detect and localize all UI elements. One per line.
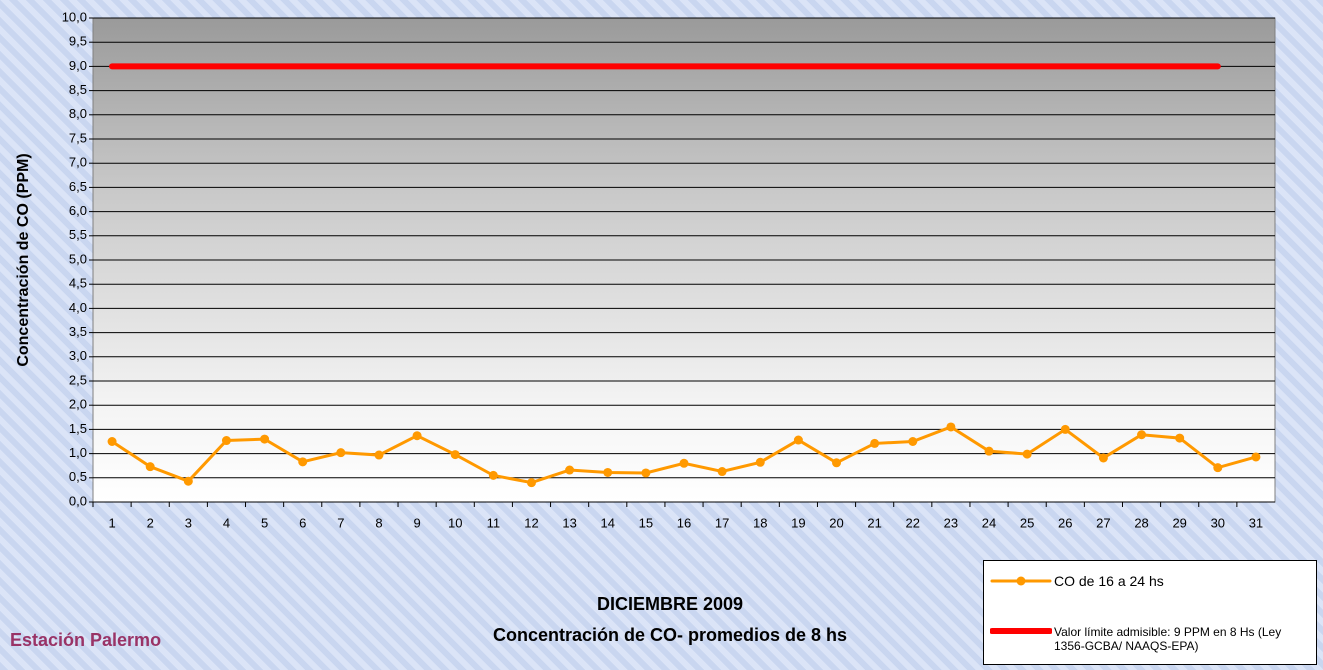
data-point [641,468,650,477]
legend-label: CO de 16 a 24 hs [1054,573,1164,589]
x-tick-label: 23 [944,515,958,530]
data-point [413,431,422,440]
y-tick-label: 1,5 [69,421,87,436]
data-point [1023,450,1032,459]
y-axis-label: Concentración de CO (PPM) [15,153,32,366]
data-point [1061,425,1070,434]
y-tick-label: 10,0 [62,9,87,24]
y-tick-label: 5,5 [69,227,87,242]
x-tick-label: 13 [562,515,576,530]
x-tick-label: 16 [677,515,691,530]
y-tick-label: 2,0 [69,397,87,412]
y-tick-label: 6,5 [69,179,87,194]
legend-label: Valor límite admisible: 9 PPM en 8 Hs (L… [1054,625,1304,653]
data-point [870,439,879,448]
x-tick-label: 29 [1172,515,1186,530]
legend-swatch [990,573,1052,589]
x-tick-label: 4 [223,515,230,530]
data-point [336,448,345,457]
data-point [946,422,955,431]
data-point [1251,452,1260,461]
y-tick-label: 9,0 [69,58,87,73]
data-point [222,436,231,445]
x-tick-label: 31 [1249,515,1263,530]
x-tick-label: 24 [982,515,996,530]
chart-subtitle: Concentración de CO- promedios de 8 hs [493,625,847,645]
data-point [1137,430,1146,439]
y-tick-label: 3,5 [69,324,87,339]
y-tick-label: 3,0 [69,348,87,363]
y-tick-label: 0,0 [69,493,87,508]
x-tick-label: 28 [1134,515,1148,530]
data-point [1099,453,1108,462]
data-point [1213,463,1222,472]
y-tick-label: 8,0 [69,106,87,121]
data-point [603,468,612,477]
x-tick-label: 17 [715,515,729,530]
chart-title: DICIEMBRE 2009 [597,594,743,614]
data-point [451,450,460,459]
legend: CO de 16 a 24 hs Valor límite admisible: … [983,560,1317,665]
x-tick-label: 30 [1211,515,1225,530]
data-point [832,458,841,467]
x-tick-label: 8 [375,515,382,530]
data-point [680,459,689,468]
data-point [756,458,765,467]
x-tick-label: 18 [753,515,767,530]
legend-item: Valor límite admisible: 9 PPM en 8 Hs (L… [990,623,1304,653]
x-tick-label: 15 [639,515,653,530]
x-tick-label: 21 [867,515,881,530]
data-point [527,478,536,487]
y-tick-label: 6,0 [69,203,87,218]
x-tick-label: 11 [487,515,501,530]
y-tick-label: 8,5 [69,82,87,97]
data-point [908,437,917,446]
y-tick-label: 7,5 [69,130,87,145]
x-tick-label: 19 [791,515,805,530]
legend-swatch [990,623,1052,639]
x-tick-label: 1 [108,515,115,530]
x-tick-label: 9 [413,515,420,530]
x-tick-label: 10 [448,515,462,530]
x-tick-label: 20 [829,515,843,530]
data-point [374,451,383,460]
x-tick-label: 7 [337,515,344,530]
data-point [184,477,193,486]
page: Concentración de CO (PPM) DICIEMBRE 2009… [0,0,1323,670]
x-tick-label: 12 [524,515,538,530]
data-point [794,436,803,445]
data-point [260,435,269,444]
x-tick-label: 6 [299,515,306,530]
y-tick-label: 2,5 [69,372,87,387]
x-tick-label: 27 [1096,515,1110,530]
data-point [146,462,155,471]
data-point [718,467,727,476]
x-tick-label: 26 [1058,515,1072,530]
legend-marker [1017,577,1026,586]
x-tick-label: 3 [185,515,192,530]
data-point [985,447,994,456]
data-point [298,457,307,466]
y-tick-label: 7,0 [69,155,87,170]
y-tick-label: 5,0 [69,251,87,266]
data-point [565,466,574,475]
legend-item: CO de 16 a 24 hs [990,573,1164,589]
y-tick-label: 9,5 [69,34,87,49]
data-point [489,471,498,480]
data-point [1175,434,1184,443]
station-label: Estación Palermo [10,630,161,650]
x-tick-label: 5 [261,515,268,530]
y-tick-label: 0,5 [69,469,87,484]
x-tick-label: 25 [1020,515,1034,530]
y-tick-label: 4,0 [69,300,87,315]
x-tick-label: 22 [906,515,920,530]
y-tick-label: 1,0 [69,445,87,460]
y-tick-label: 4,5 [69,276,87,291]
data-point [108,437,117,446]
x-tick-label: 14 [601,515,615,530]
x-tick-label: 2 [147,515,154,530]
